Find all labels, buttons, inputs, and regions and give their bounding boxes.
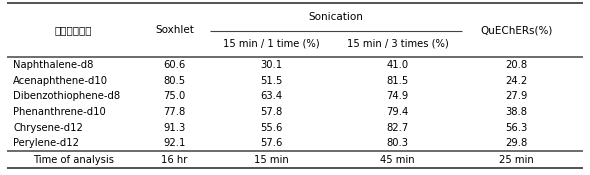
Text: 30.1: 30.1 xyxy=(260,60,283,70)
Text: 92.1: 92.1 xyxy=(163,138,186,148)
Text: Time of analysis: Time of analysis xyxy=(33,155,114,165)
Text: 82.7: 82.7 xyxy=(386,123,409,133)
Text: Phenanthrene-d10: Phenanthrene-d10 xyxy=(13,107,106,117)
Text: 56.3: 56.3 xyxy=(506,123,528,133)
Text: 15 min: 15 min xyxy=(254,155,289,165)
Text: 60.6: 60.6 xyxy=(163,60,186,70)
Text: Acenaphthene-d10: Acenaphthene-d10 xyxy=(13,76,108,86)
Text: 79.4: 79.4 xyxy=(386,107,409,117)
Text: QuEChERs(%): QuEChERs(%) xyxy=(480,25,553,35)
Text: 24.2: 24.2 xyxy=(506,76,528,86)
Text: 80.3: 80.3 xyxy=(387,138,409,148)
Text: Soxhlet: Soxhlet xyxy=(155,25,194,35)
Text: 25 min: 25 min xyxy=(499,155,534,165)
Text: 91.3: 91.3 xyxy=(163,123,186,133)
Text: Naphthalene-d8: Naphthalene-d8 xyxy=(13,60,93,70)
Text: 74.9: 74.9 xyxy=(386,91,409,101)
Text: 20.8: 20.8 xyxy=(506,60,527,70)
Text: 55.6: 55.6 xyxy=(260,123,283,133)
Text: 38.8: 38.8 xyxy=(506,107,527,117)
Text: 29.8: 29.8 xyxy=(506,138,528,148)
Text: 81.5: 81.5 xyxy=(386,76,409,86)
Text: 15 min / 1 time (%): 15 min / 1 time (%) xyxy=(223,39,320,49)
Text: 57.8: 57.8 xyxy=(260,107,283,117)
Text: Perylene-d12: Perylene-d12 xyxy=(13,138,79,148)
Text: 75.0: 75.0 xyxy=(163,91,186,101)
Text: 16 hr: 16 hr xyxy=(162,155,188,165)
Text: Dibenzothiophene-d8: Dibenzothiophene-d8 xyxy=(13,91,120,101)
Text: 15 min / 3 times (%): 15 min / 3 times (%) xyxy=(347,39,448,49)
Text: 77.8: 77.8 xyxy=(163,107,186,117)
Text: 41.0: 41.0 xyxy=(386,60,409,70)
Text: 51.5: 51.5 xyxy=(260,76,283,86)
Text: Sonication: Sonication xyxy=(309,12,363,22)
Text: 63.4: 63.4 xyxy=(260,91,283,101)
Text: 내부표준물질: 내부표준물질 xyxy=(54,25,92,35)
Text: 45 min: 45 min xyxy=(381,155,415,165)
Text: 80.5: 80.5 xyxy=(163,76,186,86)
Text: Chrysene-d12: Chrysene-d12 xyxy=(13,123,83,133)
Text: 57.6: 57.6 xyxy=(260,138,283,148)
Text: 27.9: 27.9 xyxy=(506,91,528,101)
